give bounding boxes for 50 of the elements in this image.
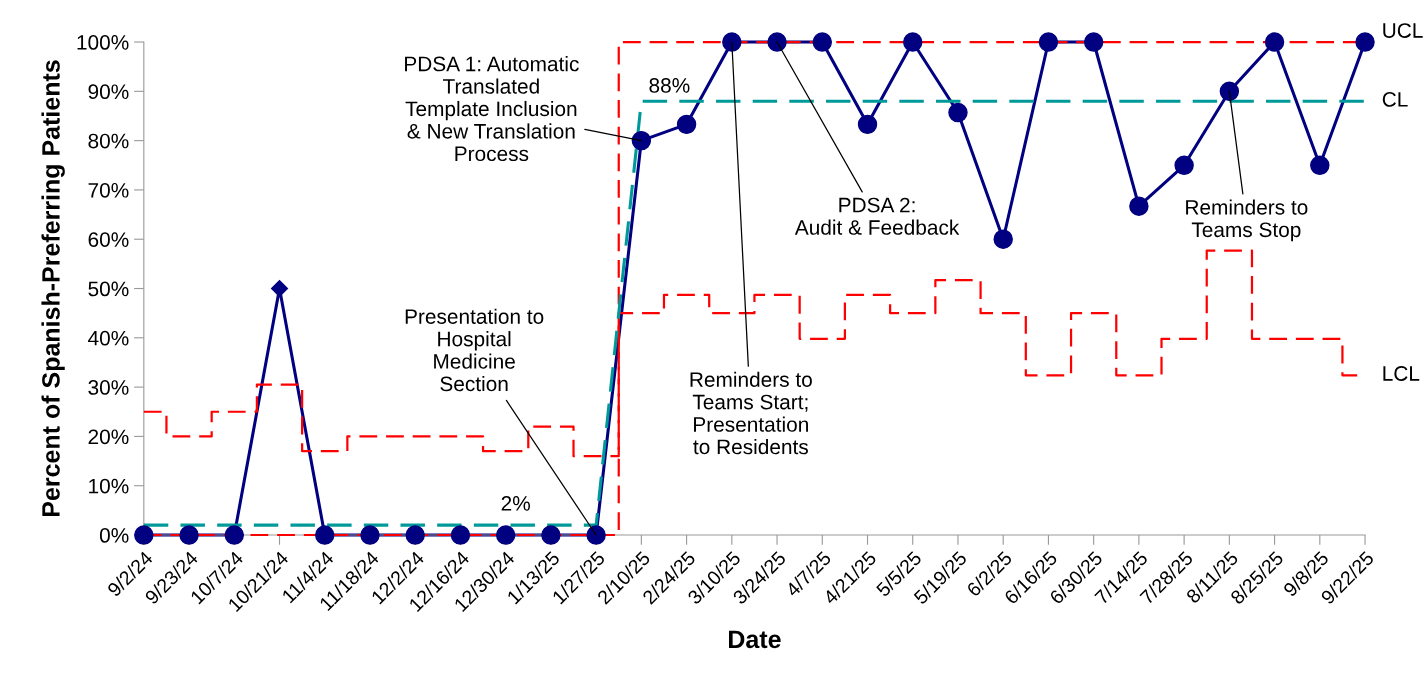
x-axis-title: Date (729, 630, 781, 649)
y-tick-label: 30% (88, 380, 129, 395)
point (224, 525, 245, 545)
point (495, 525, 516, 545)
y-tick-label: 0% (99, 528, 129, 543)
point (405, 525, 425, 545)
annotation: PDSA 2: Audit & Feedback (794, 197, 960, 235)
annotation: Reminders to Teams Stop (1186, 199, 1308, 242)
point (360, 525, 380, 545)
y-tick-label: 60% (88, 232, 129, 247)
point (541, 525, 561, 545)
point (631, 130, 652, 151)
y-axis-title: Percent of Spanish-Preferring Patients (41, 60, 65, 517)
y-tick-label: 80% (88, 133, 129, 149)
point (993, 229, 1013, 249)
y-tick-label: 70% (88, 182, 129, 198)
point (903, 32, 923, 52)
point (315, 525, 335, 545)
point (450, 525, 471, 545)
y-tick-label: 50% (88, 281, 129, 297)
y-tick-label: 20% (88, 429, 129, 445)
annotation: Presentation to Hospital Medicine Section (405, 308, 544, 392)
point (676, 114, 697, 135)
point (1310, 155, 1330, 175)
annotation: 88% (649, 78, 690, 93)
point (1038, 32, 1059, 52)
point (1129, 196, 1149, 216)
point (722, 32, 742, 52)
annotation: PDSA 1: Automatic Translated Template Inclusion & New Translation Process (405, 56, 579, 162)
point (1355, 32, 1375, 52)
point (948, 102, 968, 123)
series-label: LCL (1383, 366, 1420, 381)
point (1219, 81, 1240, 102)
point (1174, 155, 1194, 175)
point (1264, 32, 1285, 52)
point (1083, 32, 1104, 52)
y-tick-label: 10% (89, 478, 129, 494)
point (134, 525, 154, 545)
annotation: 2% (501, 495, 530, 511)
y-tick-label: 100% (77, 35, 129, 50)
point (586, 525, 606, 545)
series-label: UCL (1383, 23, 1423, 38)
series-label: CL (1382, 92, 1408, 107)
point (179, 525, 199, 545)
point (812, 32, 833, 52)
point (857, 114, 878, 135)
annotation: Reminders to Teams Start; Presentation to Residents (690, 371, 812, 455)
y-tick-label: 90% (88, 84, 129, 100)
y-tick-label: 40% (88, 330, 129, 346)
point (767, 32, 787, 52)
